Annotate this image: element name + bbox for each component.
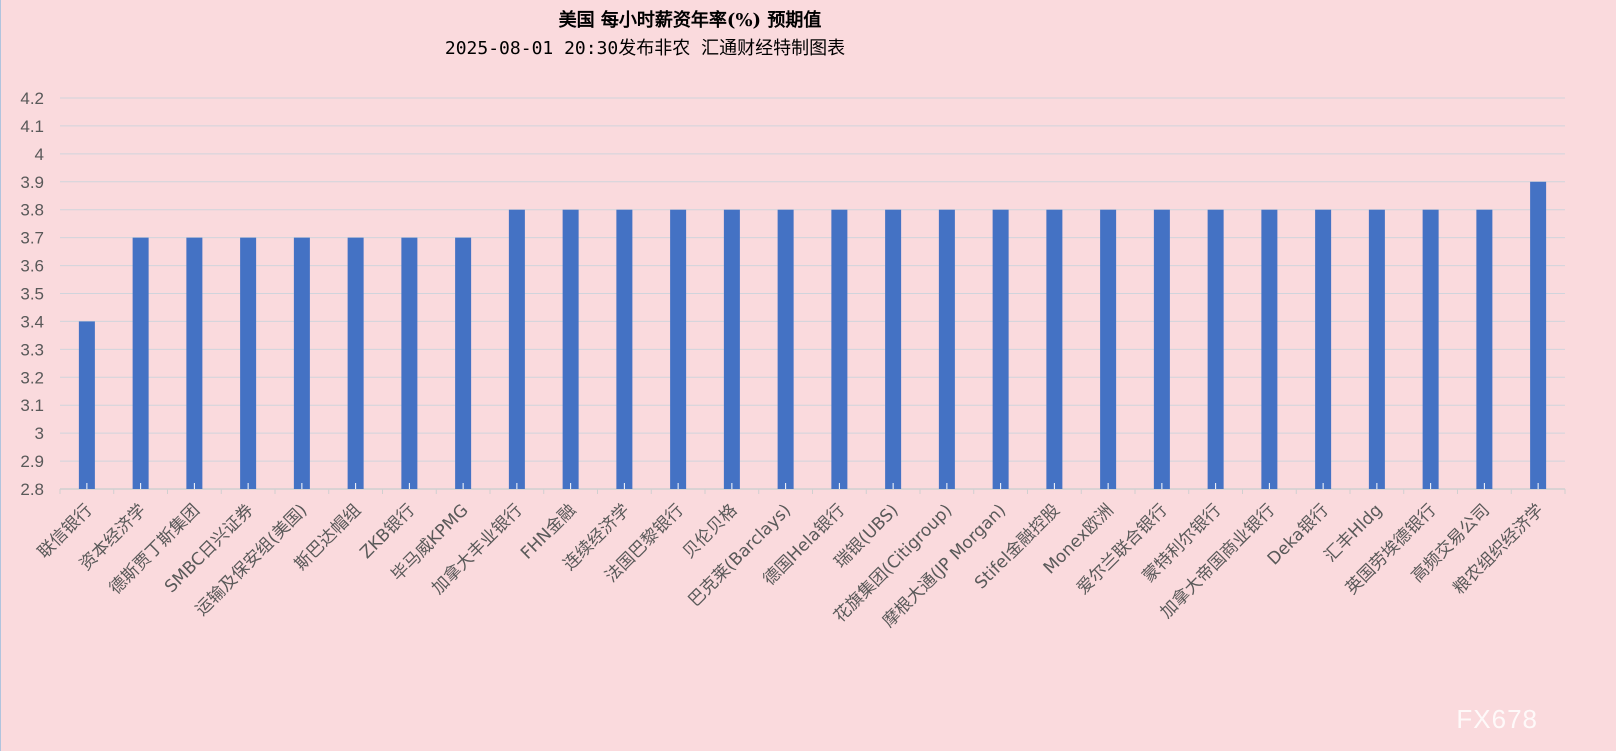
bar xyxy=(401,237,418,489)
bar xyxy=(1530,181,1547,490)
y-tick-label: 4 xyxy=(35,145,44,164)
bar xyxy=(240,237,257,489)
bar xyxy=(78,321,95,489)
y-tick-label: 3.8 xyxy=(20,201,44,220)
bar xyxy=(1207,209,1224,489)
y-tick-label: 3.2 xyxy=(20,368,44,387)
bar xyxy=(1315,209,1332,489)
bar xyxy=(508,209,525,489)
bar xyxy=(1153,209,1170,489)
y-tick-label: 3.3 xyxy=(20,340,44,359)
chart-subtitle: 2025-08-01 20:30发布非农 汇通财经特制图表 xyxy=(444,38,846,59)
bar xyxy=(293,237,310,489)
bar xyxy=(1046,209,1063,489)
y-tick-label: 4.1 xyxy=(20,117,44,136)
x-tick-label: 加拿大丰业银行 xyxy=(427,500,526,599)
bar xyxy=(831,209,848,489)
bar xyxy=(992,209,1009,489)
y-tick-label: 3.1 xyxy=(20,396,44,415)
bar xyxy=(1422,209,1439,489)
y-tick-label: 4.2 xyxy=(20,89,44,108)
bar xyxy=(562,209,579,489)
y-tick-label: 2.9 xyxy=(20,452,44,471)
bar xyxy=(1261,209,1278,489)
bar xyxy=(1100,209,1117,489)
bar xyxy=(777,209,794,489)
y-tick-label: 3.9 xyxy=(20,173,44,192)
bar xyxy=(885,209,902,489)
bar xyxy=(455,237,472,489)
chart-title: 美国 每小时薪资年率(%) 预期值 xyxy=(558,10,822,31)
bar xyxy=(1476,209,1493,489)
watermark-logo: FX678 xyxy=(1456,704,1538,734)
bar xyxy=(132,237,149,489)
bar xyxy=(347,237,364,489)
bar xyxy=(938,209,955,489)
bar xyxy=(670,209,687,489)
bar xyxy=(1368,209,1385,489)
y-tick-label: 3.5 xyxy=(20,285,44,304)
bar xyxy=(186,237,203,489)
y-tick-label: 3.6 xyxy=(20,257,44,276)
y-tick-label: 3.7 xyxy=(20,229,44,248)
y-tick-label: 3.4 xyxy=(20,312,44,331)
bar xyxy=(616,209,633,489)
bar xyxy=(723,209,740,489)
y-tick-label: 3 xyxy=(35,424,44,443)
y-tick-label: 2.8 xyxy=(20,480,44,499)
